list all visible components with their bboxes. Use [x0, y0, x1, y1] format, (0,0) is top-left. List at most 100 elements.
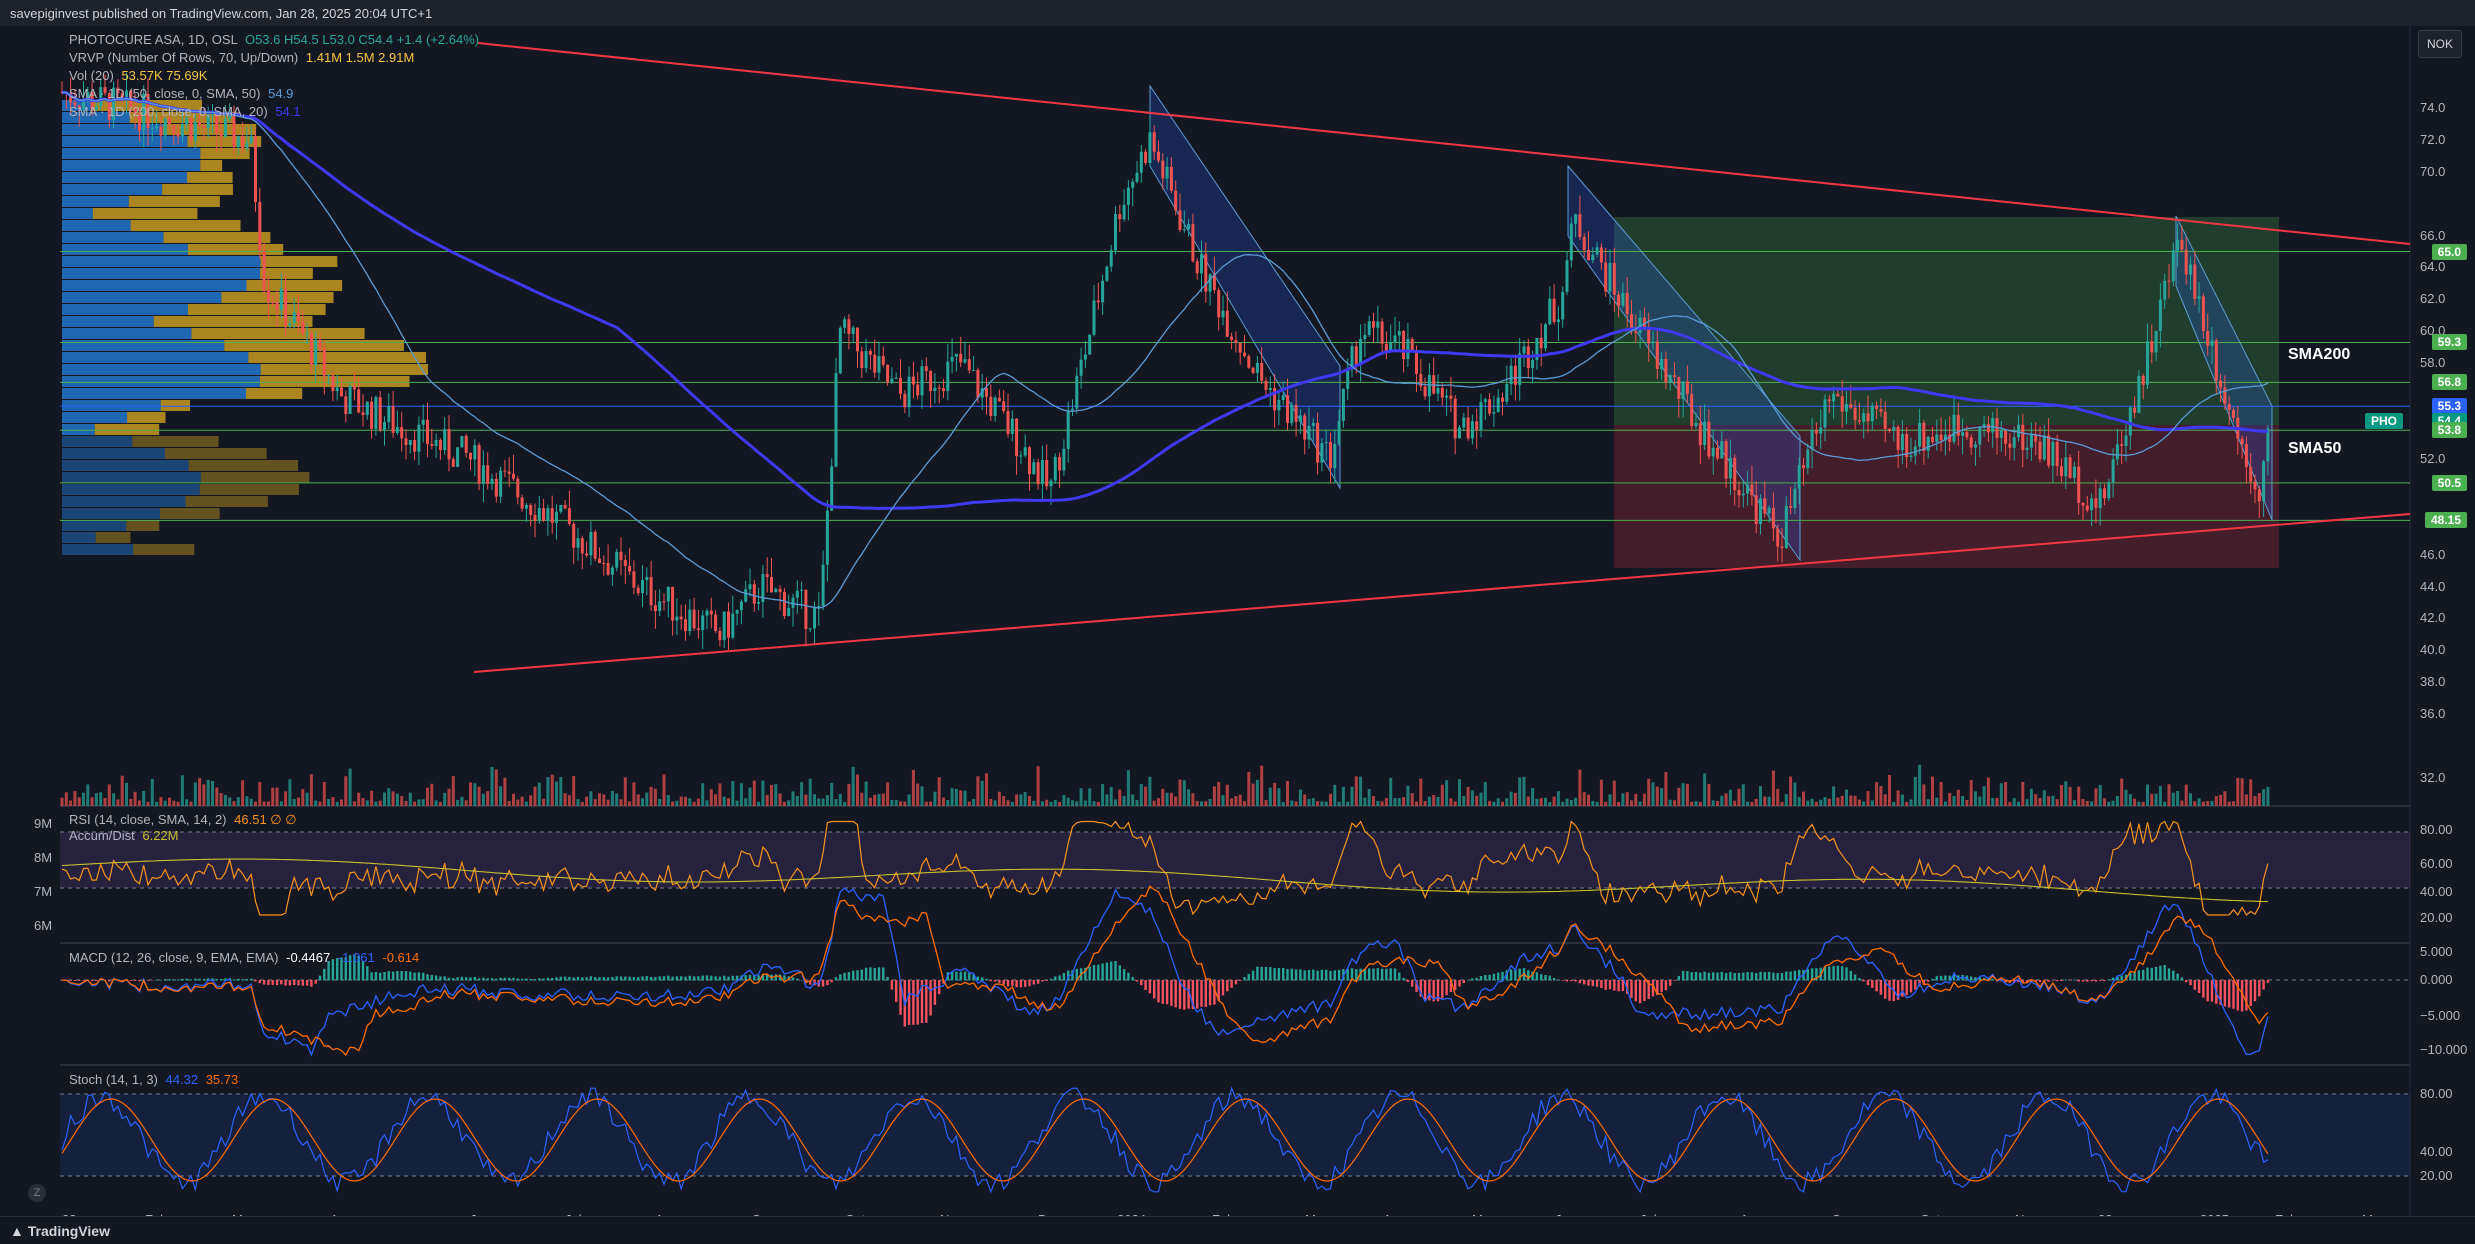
candle-body: [1337, 420, 1341, 444]
chart-area[interactable]: PHOTOCURE ASA, 1D, OSL O53.6 H54.5 L53.0…: [0, 26, 2475, 1227]
volume-bar: [1750, 801, 1754, 806]
macd-hist-bar: [1501, 971, 1504, 981]
candle-body: [1728, 457, 1732, 479]
candle-body: [1462, 417, 1466, 428]
volume-bar: [1303, 794, 1307, 806]
zoom-icon[interactable]: Z: [28, 1184, 46, 1202]
currency-button[interactable]: NOK: [2418, 30, 2462, 58]
volume-bar: [387, 788, 391, 806]
candle-body: [911, 376, 915, 385]
macd-hist-bar: [430, 975, 433, 981]
volume-bar: [778, 793, 782, 806]
macd-hist-bar: [1140, 980, 1143, 986]
price-axis-label: 64.0: [2420, 259, 2446, 275]
macd-hist-bar: [920, 980, 924, 1024]
candle-body: [834, 373, 838, 467]
volume-bar: [1991, 798, 1995, 806]
candle-body: [1139, 151, 1143, 173]
candle-body: [2163, 280, 2167, 300]
legend-sma50[interactable]: SMA · 1D (50, close, 0, SMA, 50) 54.9: [69, 86, 293, 101]
macd-hist-bar: [667, 975, 670, 981]
volume-bar: [972, 799, 976, 806]
candle-body: [1092, 300, 1096, 335]
candle-body: [671, 586, 675, 621]
volume-bar: [426, 787, 429, 806]
macd-hist-bar: [671, 976, 674, 981]
macd-hist-bar: [1243, 977, 1246, 981]
candle-body: [1144, 151, 1148, 163]
macd-hist-bar: [2064, 979, 2067, 981]
candle-body: [305, 333, 309, 335]
candle-body: [215, 114, 219, 134]
macd-hist-bar: [1681, 970, 1685, 981]
volume-bar: [430, 783, 434, 806]
accdist-line: [61, 858, 2268, 903]
candle-body: [1187, 224, 1191, 230]
macd-hist-bar: [568, 976, 571, 981]
volume-bar: [1187, 789, 1191, 806]
volume-bar: [1565, 798, 1569, 806]
candle-body: [1333, 443, 1337, 469]
volume-bar: [1040, 801, 1044, 806]
volume-bar: [1221, 795, 1225, 806]
legend-vol[interactable]: Vol (20) 53.57K 75.69K: [69, 68, 207, 83]
legend-rsi[interactable]: RSI (14, close, SMA, 14, 2) 46.51 ∅ ∅: [69, 812, 297, 828]
candle-body: [610, 567, 614, 575]
macd-hist-bar: [1505, 970, 1508, 981]
volume-bar: [1690, 801, 1694, 806]
legend-macd[interactable]: MACD (12, 26, close, 9, EMA, EMA) -0.446…: [69, 950, 419, 965]
candle-body: [757, 602, 761, 604]
candle-body: [954, 353, 958, 357]
legend-sma200[interactable]: SMA · 1D (200, close, 0, SMA, 20) 54.1: [69, 104, 301, 119]
candle-body: [219, 133, 223, 137]
candle-body: [1311, 422, 1315, 426]
candle-body: [361, 412, 365, 416]
macd-hist-bar: [1772, 972, 1775, 981]
macd-hist-bar: [791, 977, 795, 981]
legend-accdist[interactable]: Accum/Dist 6.22M: [69, 828, 179, 843]
volume-bar: [967, 801, 971, 806]
chart-canvas[interactable]: [0, 26, 2475, 1216]
candle-body: [292, 312, 296, 324]
volume-bar: [69, 800, 73, 806]
macd-hist-bar: [1114, 960, 1117, 981]
macd-hist-bar: [551, 977, 554, 981]
candle-body: [641, 580, 644, 594]
legend-vrvp[interactable]: VRVP (Number Of Rows, 70, Up/Down) 1.41M…: [69, 50, 414, 65]
volume-bar: [469, 782, 472, 806]
macd-hist-bar: [1178, 980, 1182, 1009]
macd-hist-bar: [1196, 980, 1199, 1009]
volume-bar: [1376, 800, 1380, 806]
volume-bar: [731, 781, 735, 806]
macd-hist-bar: [585, 977, 588, 981]
volume-bar: [146, 801, 150, 806]
volume-bar: [1767, 796, 1771, 806]
volume-bar: [1531, 788, 1535, 806]
macd-hist-bar: [1170, 980, 1173, 1006]
price-tag: 48.15: [2424, 512, 2467, 529]
volume-bar: [103, 797, 107, 806]
candle-body: [1122, 204, 1126, 220]
legend-symbol[interactable]: PHOTOCURE ASA, 1D, OSL O53.6 H54.5 L53.0…: [69, 32, 479, 47]
volume-bar: [563, 793, 567, 806]
volume-bar: [2081, 798, 2085, 806]
macd-hist-bar: [1346, 968, 1349, 981]
macd-hist-bar: [2172, 970, 2175, 981]
vol-label: Vol (20): [69, 68, 114, 83]
macd-hist-bar: [2206, 980, 2209, 1002]
legend-stoch[interactable]: Stoch (14, 1, 3) 44.32 35.73: [69, 1072, 238, 1087]
candle-body: [705, 610, 709, 616]
macd-hist-bar: [215, 978, 218, 981]
vrvp-down-bar: [92, 208, 198, 219]
candle-body: [1320, 443, 1324, 463]
candle-body: [1109, 250, 1113, 267]
volume-bar: [1152, 800, 1156, 806]
volume-bar: [1582, 792, 1586, 806]
macd-hist-bar: [899, 980, 902, 1015]
macd-hist-bar: [357, 955, 360, 981]
candle-body: [1655, 341, 1659, 369]
candle-body: [193, 122, 197, 141]
price-tag: 55.3: [2431, 398, 2467, 415]
volume-bar: [1363, 797, 1367, 806]
candle-body: [1879, 409, 1883, 412]
